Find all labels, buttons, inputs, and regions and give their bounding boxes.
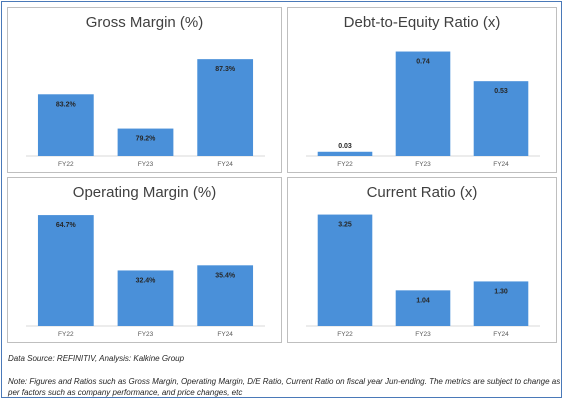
footnote-text: Note: Figures and Ratios such as Gross M… xyxy=(8,377,561,397)
bar-fy24 xyxy=(473,281,529,326)
x-tick-label: FY24 xyxy=(493,161,509,168)
bar-fy23 xyxy=(395,51,451,156)
x-tick-label: FY22 xyxy=(58,161,74,168)
gross-margin-plot: 83.2% FY22 79.2% FY23 87.3% FY24 xyxy=(26,59,265,168)
data-label: 64.7% xyxy=(56,222,77,229)
data-label: 0.74 xyxy=(416,59,430,66)
bar-fy22 xyxy=(317,151,373,156)
bar-fy24 xyxy=(197,265,254,326)
x-tick-label: FY24 xyxy=(217,161,233,168)
current-ratio-chart: Current Ratio (x) 3.25 FY22 1.04 FY23 1.30 FY… xyxy=(287,177,557,343)
bar-fy24 xyxy=(473,81,529,156)
bar-fy23 xyxy=(117,128,174,156)
x-tick-label: FY22 xyxy=(58,331,74,338)
bar-fy23 xyxy=(117,270,174,326)
data-label: 35.4% xyxy=(215,272,236,279)
data-label: 87.3% xyxy=(215,66,236,73)
chart-title: Current Ratio (x) xyxy=(366,184,478,201)
bar-fy23 xyxy=(395,290,451,326)
data-label: 1.04 xyxy=(416,297,430,304)
data-source-text: Data Source: REFINITIV, Analysis: Kalkin… xyxy=(8,354,185,363)
chart-title: Operating Margin (%) xyxy=(72,184,217,201)
x-tick-label: FY22 xyxy=(337,161,353,168)
bar-fy22 xyxy=(37,94,94,156)
data-label: 1.30 xyxy=(494,288,508,295)
operating-margin-chart: Operating Margin (%) 64.7% FY22 32.4% FY23 3… xyxy=(7,177,282,343)
debt-to-equity-plot: 0.03 FY22 0.74 FY23 0.53 FY24 xyxy=(306,51,540,168)
x-tick-label: FY24 xyxy=(217,331,233,338)
chart-title: Debt-to-Equity Ratio (x) xyxy=(343,14,501,31)
data-label: 32.4% xyxy=(136,277,157,284)
bar-fy24 xyxy=(197,59,254,157)
operating-margin-plot: 64.7% FY22 32.4% FY23 35.4% FY24 xyxy=(26,215,265,338)
x-tick-label: FY23 xyxy=(138,161,154,168)
gross-margin-chart: Gross Margin (%) 83.2% FY22 79.2% FY23 87.3%… xyxy=(7,7,282,173)
x-tick-label: FY23 xyxy=(415,161,431,168)
data-label: 79.2% xyxy=(136,136,157,143)
x-tick-label: FY23 xyxy=(415,331,431,338)
current-ratio-plot: 3.25 FY22 1.04 FY23 1.30 FY24 xyxy=(306,214,540,338)
data-label: 0.03 xyxy=(338,143,352,150)
data-label: 0.53 xyxy=(494,88,508,95)
x-tick-label: FY22 xyxy=(337,331,353,338)
bar-fy22 xyxy=(37,215,94,326)
bar-fy22 xyxy=(317,214,373,326)
chart-title: Gross Margin (%) xyxy=(85,14,204,31)
x-tick-label: FY23 xyxy=(138,331,154,338)
data-label: 83.2% xyxy=(56,101,77,108)
data-label: 3.25 xyxy=(338,222,352,229)
debt-to-equity-chart: Debt-to-Equity Ratio (x) 0.03 FY22 0.74 FY2… xyxy=(287,7,557,173)
x-tick-label: FY24 xyxy=(493,331,509,338)
